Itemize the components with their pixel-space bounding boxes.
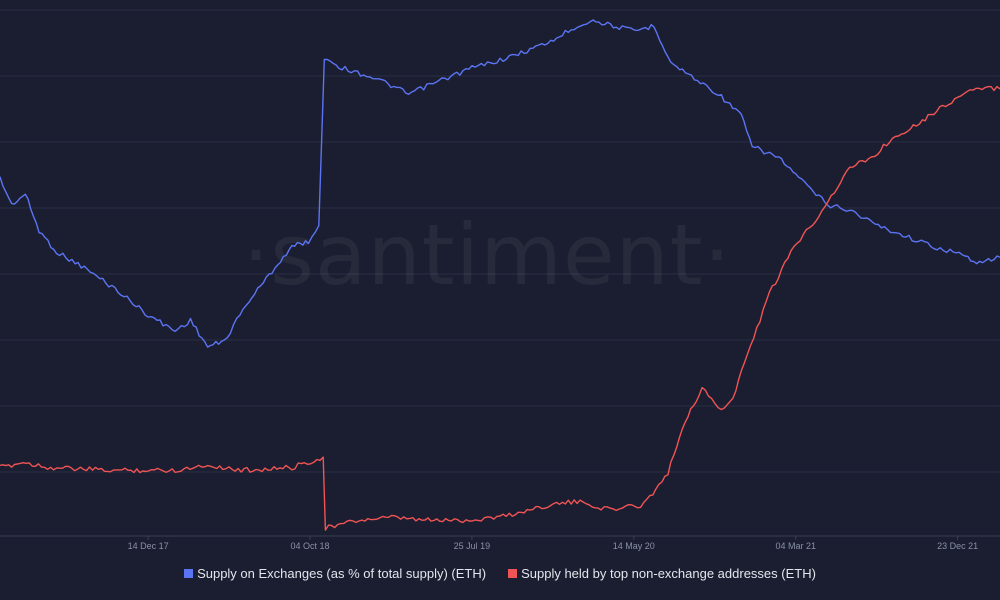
x-tick-label: 14 May 20 xyxy=(613,541,655,551)
legend-label-non-exchange: Supply held by top non-exchange addresse… xyxy=(521,566,816,581)
series-layer xyxy=(0,19,1000,531)
x-axis-ticks: 14 Dec 17 04 Oct 18 25 Jul 19 14 May 20 04 M… xyxy=(128,536,978,551)
legend-item-exchanges[interactable]: Supply on Exchanges (as % of total suppl… xyxy=(184,566,486,581)
legend-item-non-exchange[interactable]: Supply held by top non-exchange addresse… xyxy=(508,566,816,581)
series-line-non-exchange xyxy=(0,85,1000,531)
chart-legend: Supply on Exchanges (as % of total suppl… xyxy=(0,566,1000,581)
x-tick-label: 14 Dec 17 xyxy=(128,541,169,551)
legend-label-exchanges: Supply on Exchanges (as % of total suppl… xyxy=(197,566,487,581)
line-chart: ·santiment· 14 Dec 17 04 Oct 18 25 Jul 19 1… xyxy=(0,9,1000,551)
x-tick-label: 04 Mar 21 xyxy=(775,541,816,551)
x-tick-label: 23 Dec 21 xyxy=(937,541,978,551)
series-line-exchanges xyxy=(0,19,1000,348)
legend-swatch-non-exchange xyxy=(508,569,518,578)
grid-layer xyxy=(0,9,1000,473)
x-tick-label: 04 Oct 18 xyxy=(291,541,330,551)
santiment-watermark: ·santiment· xyxy=(243,206,732,304)
x-tick-label: 25 Jul 19 xyxy=(454,541,491,551)
legend-swatch-exchanges xyxy=(184,569,194,578)
